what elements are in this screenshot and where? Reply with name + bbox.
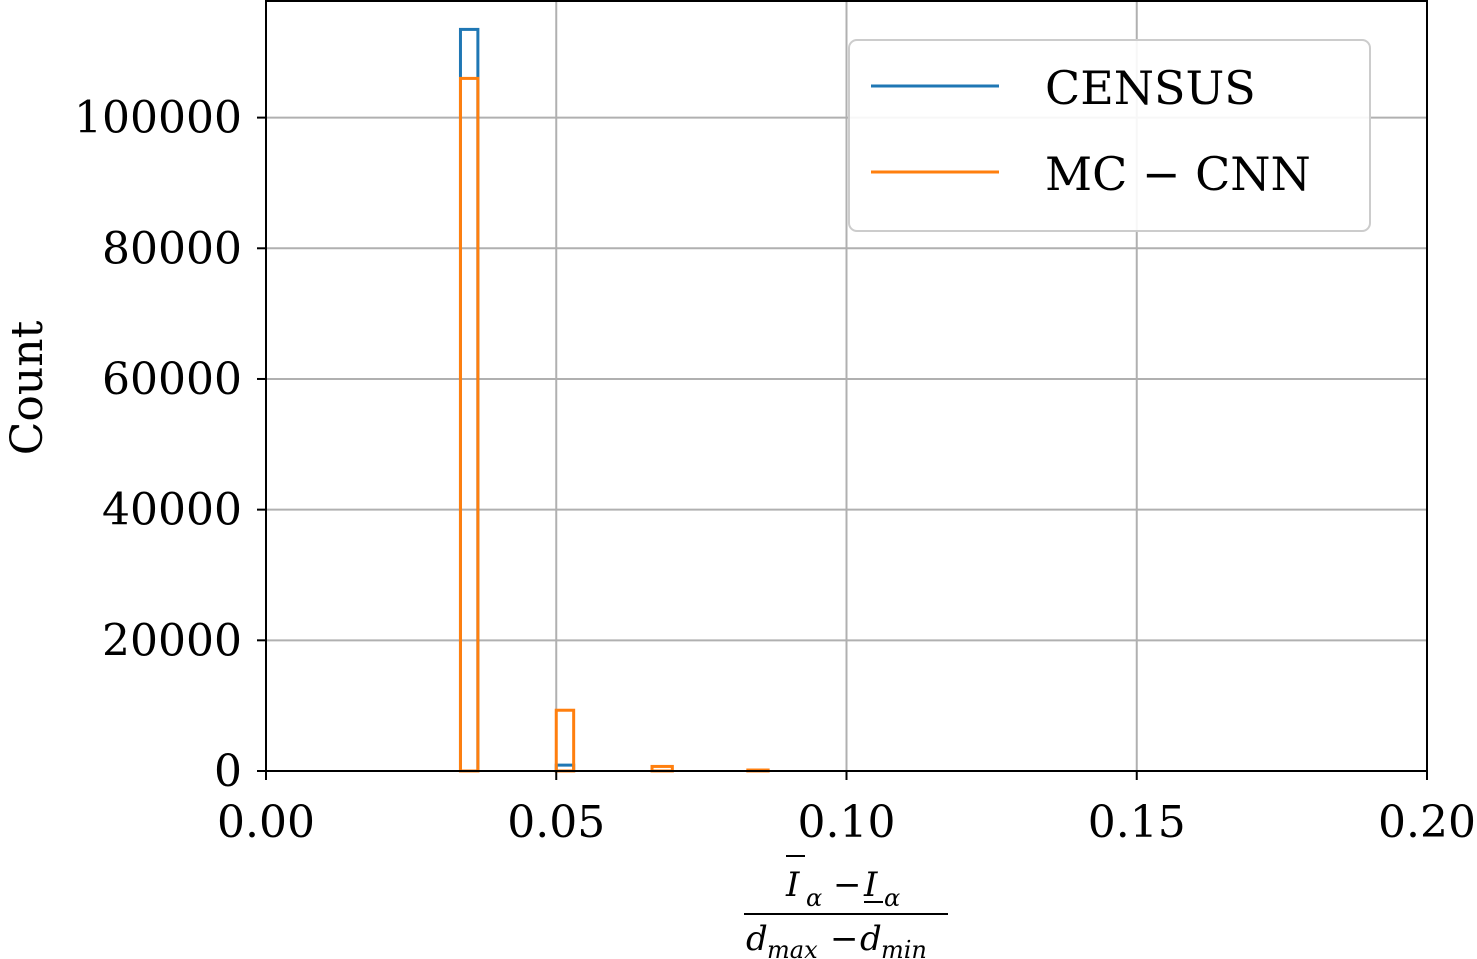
x-label-denominator: d max − d min	[746, 919, 927, 959]
x-label-den-max: max	[767, 936, 818, 959]
x-label-num-i-lower: I	[863, 865, 878, 905]
x-tick-label-3: 0.15	[1088, 797, 1186, 848]
x-tick-label-2: 0.10	[798, 797, 896, 848]
y-tick-label-0: 0	[214, 746, 242, 797]
y-tick-label-5: 100000	[74, 93, 242, 144]
legend: CENSUS MC − CNN	[848, 39, 1371, 232]
y-tick-label-3: 60000	[102, 354, 242, 405]
x-label-num-alpha-1: α	[806, 884, 822, 912]
x-label-numerator: I α − I α	[785, 855, 900, 912]
legend-label-census: CENSUS	[1045, 61, 1256, 115]
x-tick-label-0: 0.00	[217, 797, 315, 848]
x-label-num-alpha-2: α	[884, 884, 900, 912]
x-tick-label-1: 0.05	[507, 797, 605, 848]
x-label-num-i-upper: I	[785, 865, 800, 905]
x-label-den-minus: −	[830, 919, 859, 959]
y-tick-label-1: 20000	[102, 615, 242, 666]
x-axis-ticks: 0.00 0.05 0.10 0.15 0.20	[217, 771, 1476, 848]
y-tick-label-4: 80000	[102, 223, 242, 274]
x-tick-label-4: 0.20	[1378, 797, 1476, 848]
x-label-num-minus: −	[833, 865, 862, 905]
y-axis-label: Count	[2, 320, 53, 455]
x-label-den-d-2: d	[860, 919, 882, 959]
x-label-den-min: min	[881, 936, 927, 959]
legend-label-mc-cnn: MC − CNN	[1045, 147, 1311, 201]
legend-box	[848, 39, 1371, 232]
x-label-den-d-1: d	[746, 919, 768, 959]
x-axis-label: I α − I α d max − d min	[744, 855, 948, 959]
y-tick-label-2: 40000	[102, 485, 242, 536]
y-axis-ticks: 0 20000 40000 60000 80000 100000	[74, 93, 266, 797]
